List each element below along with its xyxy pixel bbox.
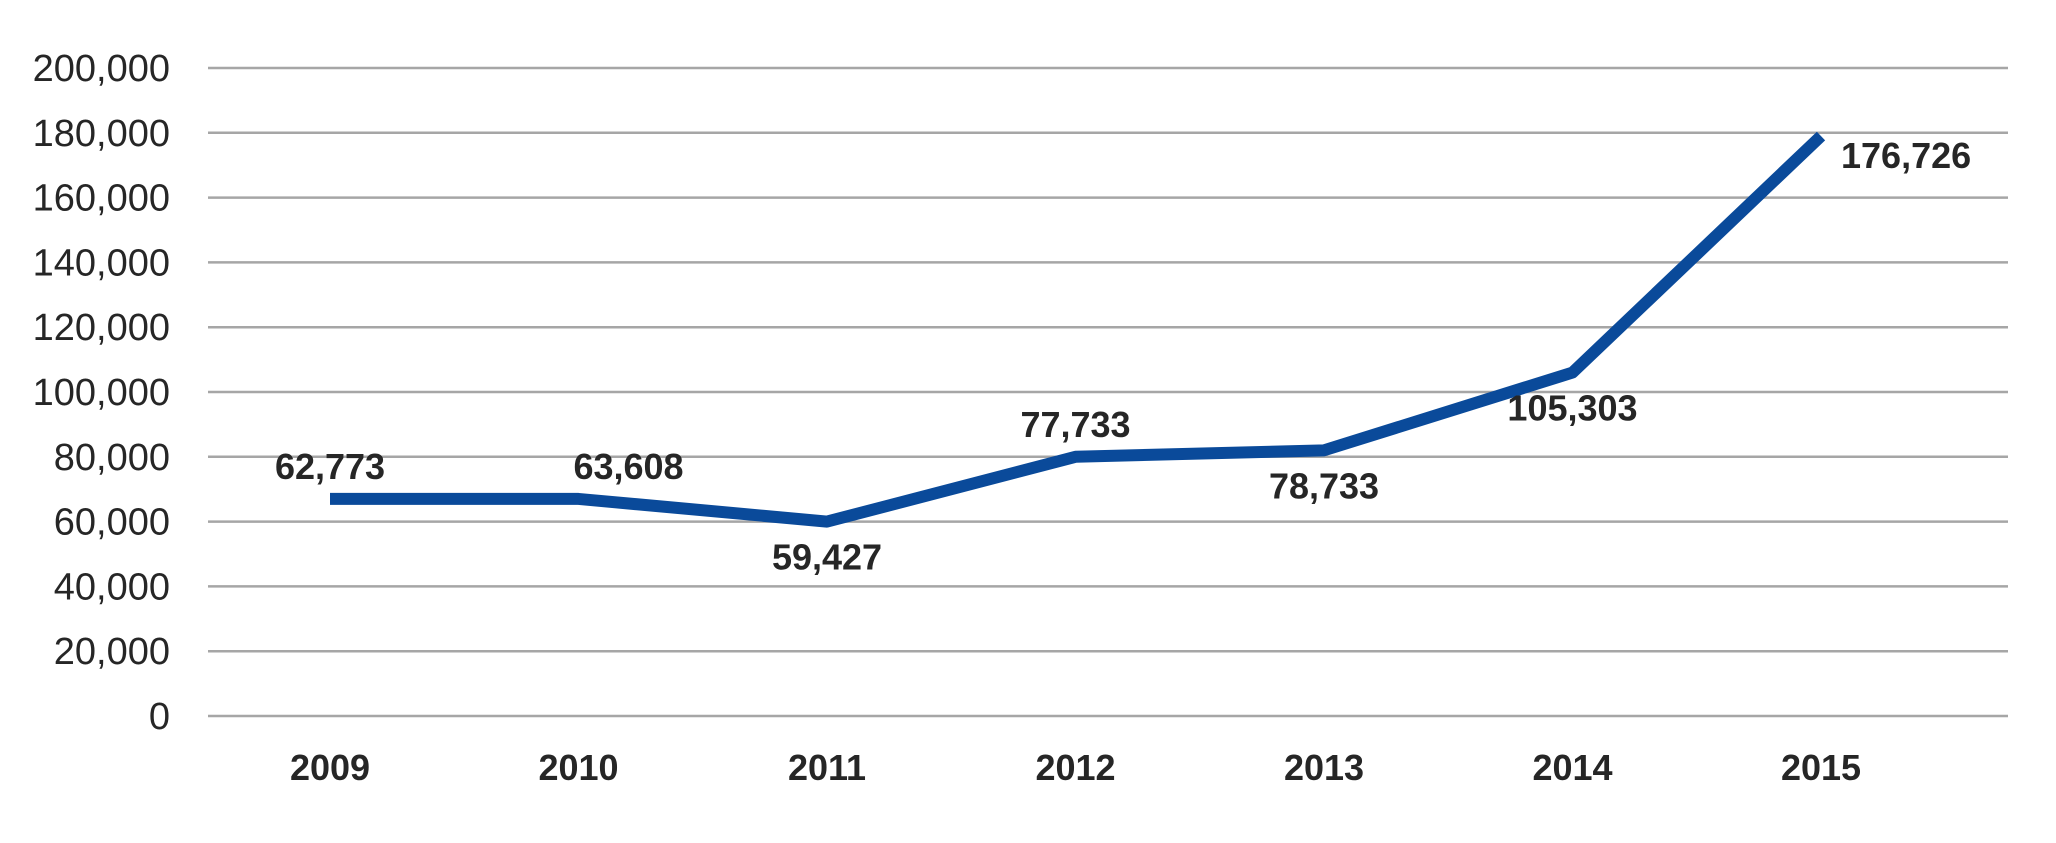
y-axis-tick-label: 80,000 <box>54 437 170 479</box>
y-axis-tick-label: 140,000 <box>33 242 170 284</box>
data-label: 78,733 <box>1269 465 1379 506</box>
x-axis-tick-label: 2011 <box>788 747 866 788</box>
data-label: 176,726 <box>1841 135 1971 176</box>
x-axis-tick-labels: 2009 2010 2011 2012 2013 2014 2015 <box>290 747 1861 788</box>
gridlines <box>208 66 2008 718</box>
data-labels: 62,773 63,608 59,427 77,733 78,733 105,303 176… <box>275 135 1971 578</box>
data-label: 59,427 <box>772 537 882 578</box>
x-axis-tick-label: 2015 <box>1781 747 1861 788</box>
y-axis-tick-label: 160,000 <box>33 178 170 220</box>
series-lines <box>330 131 1826 528</box>
y-axis-tick-label: 180,000 <box>33 113 170 155</box>
series-line <box>330 131 1826 528</box>
y-axis-tick-label: 100,000 <box>33 372 170 414</box>
data-label: 62,773 <box>275 446 385 487</box>
y-axis-tick-label: 120,000 <box>33 307 170 349</box>
y-axis-tick-label: 20,000 <box>54 631 170 673</box>
y-axis-tick-label: 0 <box>149 696 170 738</box>
y-axis-tick-label: 60,000 <box>54 502 170 544</box>
x-axis-tick-label: 2010 <box>538 747 618 788</box>
x-axis-tick-label: 2012 <box>1035 747 1115 788</box>
x-axis-tick-label: 2014 <box>1532 747 1612 788</box>
x-axis-tick-label: 2013 <box>1284 747 1364 788</box>
data-label: 105,303 <box>1507 388 1637 429</box>
y-axis-tick-label: 200,000 <box>33 48 170 90</box>
y-axis-tick-labels: 0 20,000 40,000 60,000 80,000 100,000 120,000 1… <box>33 48 170 738</box>
data-label: 63,608 <box>573 446 683 487</box>
data-label: 77,733 <box>1020 404 1130 445</box>
y-axis-tick-label: 40,000 <box>54 566 170 608</box>
x-axis-tick-label: 2009 <box>290 747 370 788</box>
